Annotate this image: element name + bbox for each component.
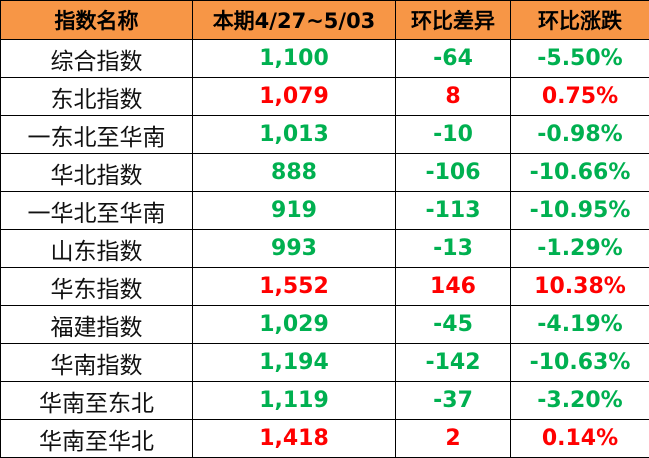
- index-name: 华东指数: [1, 268, 193, 306]
- index-name: 华北指数: [1, 154, 193, 192]
- pct-change: 10.38%: [511, 268, 649, 306]
- diff-value: -106: [396, 154, 511, 192]
- diff-value: -142: [396, 344, 511, 382]
- diff-value: -45: [396, 306, 511, 344]
- pct-change: 0.75%: [511, 78, 649, 116]
- pct-change: -3.20%: [511, 382, 649, 420]
- current-value: 1,013: [193, 116, 396, 154]
- diff-value: 146: [396, 268, 511, 306]
- current-value: 1,079: [193, 78, 396, 116]
- current-value: 888: [193, 154, 396, 192]
- diff-value: -37: [396, 382, 511, 420]
- header-diff: 环比差异: [396, 1, 511, 40]
- header-name: 指数名称: [1, 1, 193, 40]
- diff-value: 8: [396, 78, 511, 116]
- current-value: 1,119: [193, 382, 396, 420]
- header-current: 本期4/27~5/03: [193, 1, 396, 40]
- index-name: 福建指数: [1, 306, 193, 344]
- pct-change: -10.66%: [511, 154, 649, 192]
- index-name: 综合指数: [1, 40, 193, 78]
- index-name: 华南指数: [1, 344, 193, 382]
- current-value: 919: [193, 192, 396, 230]
- diff-value: -64: [396, 40, 511, 78]
- diff-value: 2: [396, 420, 511, 458]
- current-value: 1,552: [193, 268, 396, 306]
- diff-value: -13: [396, 230, 511, 268]
- index-name: 东北指数: [1, 78, 193, 116]
- pct-change: -10.95%: [511, 192, 649, 230]
- index-name: 一东北至华南: [1, 116, 193, 154]
- diff-value: -10: [396, 116, 511, 154]
- diff-value: -113: [396, 192, 511, 230]
- current-value: 1,194: [193, 344, 396, 382]
- pct-change: -5.50%: [511, 40, 649, 78]
- index-name: 一华北至华南: [1, 192, 193, 230]
- pct-change: -1.29%: [511, 230, 649, 268]
- header-row: 指数名称 本期4/27~5/03 环比差异 环比涨跌: [1, 1, 649, 40]
- current-value: 993: [193, 230, 396, 268]
- header-pct: 环比涨跌: [511, 1, 649, 40]
- index-name: 山东指数: [1, 230, 193, 268]
- pct-change: -0.98%: [511, 116, 649, 154]
- index-name: 华南至华北: [1, 420, 193, 458]
- current-value: 1,100: [193, 40, 396, 78]
- current-value: 1,418: [193, 420, 396, 458]
- current-value: 1,029: [193, 306, 396, 344]
- pct-change: -4.19%: [511, 306, 649, 344]
- pct-change: 0.14%: [511, 420, 649, 458]
- pct-change: -10.63%: [511, 344, 649, 382]
- index-name: 华南至东北: [1, 382, 193, 420]
